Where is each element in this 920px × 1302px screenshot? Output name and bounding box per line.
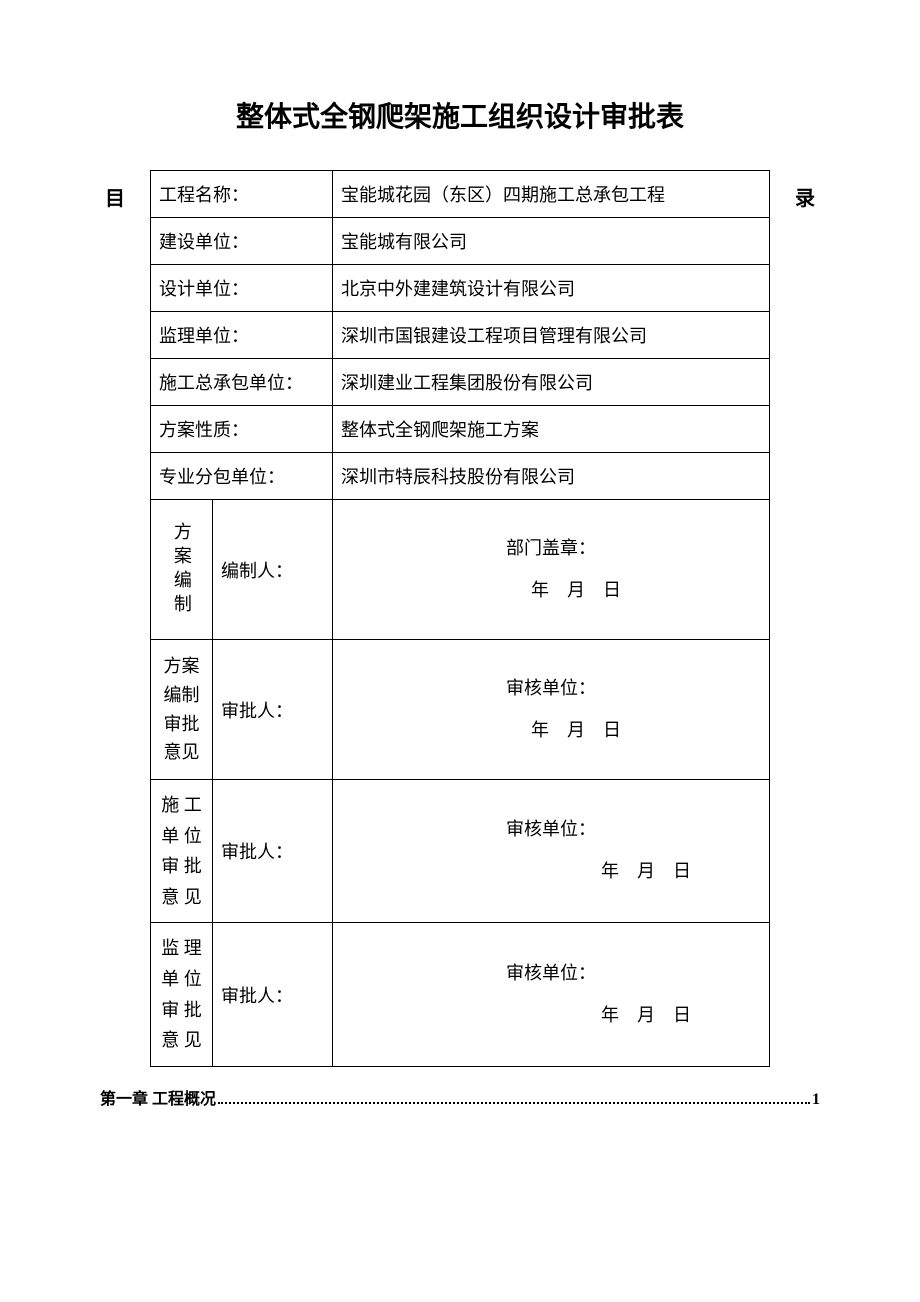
toc-entry: 第一章 工程概况 1 xyxy=(100,1085,820,1109)
info-label: 监理单位： xyxy=(151,312,333,359)
side-char-left: 目 xyxy=(105,182,125,211)
toc-chapter-title: 第一章 工程概况 xyxy=(100,1085,216,1109)
vert-section-label: 监 理单 位审 批意 见 xyxy=(151,923,213,1066)
stamp-date-cell: 审核单位： 年 月 日 xyxy=(333,780,770,923)
table-row: 方案性质： 整体式全钢爬架施工方案 xyxy=(151,406,770,453)
side-char-right: 录 xyxy=(795,182,815,211)
vert-section-label: 方案编制 xyxy=(151,500,213,640)
date-placeholder: 年 月 日 xyxy=(341,712,761,750)
role-label: 审批人： xyxy=(213,923,333,1066)
info-label: 施工总承包单位： xyxy=(151,359,333,406)
stamp-date-cell: 审核单位： 年 月 日 xyxy=(333,640,770,780)
table-row: 建设单位： 宝能城有限公司 xyxy=(151,218,770,265)
info-value: 宝能城有限公司 xyxy=(333,218,770,265)
info-label: 工程名称： xyxy=(151,171,333,218)
info-value: 深圳市国银建设工程项目管理有限公司 xyxy=(333,312,770,359)
vert-section-label: 方案编制审批意见 xyxy=(151,640,213,780)
date-placeholder: 年 月 日 xyxy=(341,572,761,610)
info-value: 宝能城花园（东区）四期施工总承包工程 xyxy=(333,171,770,218)
info-value: 整体式全钢爬架施工方案 xyxy=(333,406,770,453)
info-label: 专业分包单位： xyxy=(151,453,333,500)
date-placeholder: 年 月 日 xyxy=(341,853,761,891)
table-row: 设计单位： 北京中外建建筑设计有限公司 xyxy=(151,265,770,312)
signature-row: 方案编制审批意见 审批人： 审核单位： 年 月 日 xyxy=(151,640,770,780)
table-row: 专业分包单位： 深圳市特辰科技股份有限公司 xyxy=(151,453,770,500)
stamp-label: 审核单位： xyxy=(341,955,761,997)
signature-row: 方案编制 编制人： 部门盖章： 年 月 日 xyxy=(151,500,770,640)
stamp-label: 审核单位： xyxy=(341,811,761,853)
date-placeholder: 年 月 日 xyxy=(341,997,761,1035)
info-label: 方案性质： xyxy=(151,406,333,453)
toc-page-number: 1 xyxy=(812,1091,820,1109)
info-value: 深圳建业工程集团股份有限公司 xyxy=(333,359,770,406)
table-row: 监理单位： 深圳市国银建设工程项目管理有限公司 xyxy=(151,312,770,359)
role-label: 审批人： xyxy=(213,780,333,923)
role-label: 审批人： xyxy=(213,640,333,780)
stamp-date-cell: 审核单位： 年 月 日 xyxy=(333,923,770,1066)
signature-row: 施 工单 位审 批意 见 审批人： 审核单位： 年 月 日 xyxy=(151,780,770,923)
stamp-date-cell: 部门盖章： 年 月 日 xyxy=(333,500,770,640)
signature-row: 监 理单 位审 批意 见 审批人： 审核单位： 年 月 日 xyxy=(151,923,770,1066)
page-title: 整体式全钢爬架施工组织设计审批表 xyxy=(0,0,920,170)
info-value: 深圳市特辰科技股份有限公司 xyxy=(333,453,770,500)
info-label: 建设单位： xyxy=(151,218,333,265)
table-row: 工程名称： 宝能城花园（东区）四期施工总承包工程 xyxy=(151,171,770,218)
vert-section-label: 施 工单 位审 批意 见 xyxy=(151,780,213,923)
toc-leader-dots xyxy=(218,1089,810,1103)
stamp-label: 部门盖章： xyxy=(341,530,761,572)
stamp-label: 审核单位： xyxy=(341,670,761,712)
approval-table: 工程名称： 宝能城花园（东区）四期施工总承包工程 建设单位： 宝能城有限公司 设… xyxy=(150,170,770,1067)
content-wrapper: 目 录 工程名称： 宝能城花园（东区）四期施工总承包工程 建设单位： 宝能城有限… xyxy=(0,170,920,1067)
role-label: 编制人： xyxy=(213,500,333,640)
info-label: 设计单位： xyxy=(151,265,333,312)
table-row: 施工总承包单位： 深圳建业工程集团股份有限公司 xyxy=(151,359,770,406)
info-value: 北京中外建建筑设计有限公司 xyxy=(333,265,770,312)
